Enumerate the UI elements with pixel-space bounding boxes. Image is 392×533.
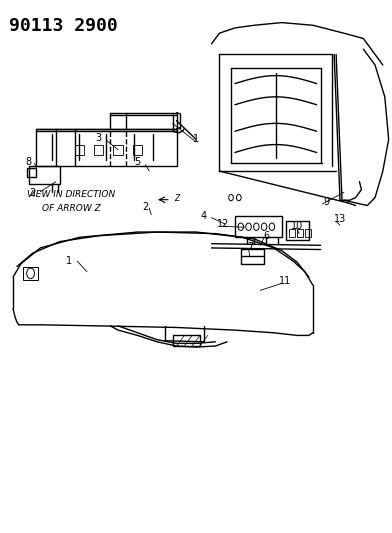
Text: 1: 1 (66, 256, 73, 266)
Text: 8: 8 (25, 157, 32, 166)
Text: VIEW IN DIRECTION: VIEW IN DIRECTION (27, 190, 116, 199)
Bar (285, 221, 309, 240)
Text: 13: 13 (334, 214, 346, 224)
Bar (29, 166, 60, 184)
Text: 90113 2900: 90113 2900 (9, 17, 118, 35)
Text: OF ARROW Z: OF ARROW Z (42, 205, 101, 213)
Bar (297, 229, 303, 237)
Text: 6: 6 (263, 231, 269, 241)
Text: 5: 5 (134, 157, 141, 167)
Text: 9: 9 (323, 197, 329, 207)
Text: 2: 2 (142, 201, 149, 212)
Text: 11: 11 (279, 276, 292, 286)
Text: 3: 3 (96, 133, 102, 143)
Bar (241, 249, 264, 264)
Text: 7: 7 (247, 242, 254, 252)
Text: 12: 12 (217, 219, 229, 229)
Bar (289, 229, 295, 237)
Text: 4: 4 (201, 211, 207, 221)
Bar (94, 144, 103, 155)
Text: 1: 1 (193, 134, 199, 144)
Bar (74, 144, 84, 155)
Bar (235, 216, 281, 237)
Bar (133, 144, 142, 155)
Bar (27, 168, 36, 177)
Bar (36, 128, 176, 166)
Text: Z: Z (174, 194, 180, 203)
Text: 10: 10 (291, 221, 303, 231)
Bar (114, 144, 123, 155)
Bar (23, 266, 38, 280)
Text: 2: 2 (29, 188, 36, 198)
Bar (305, 229, 311, 237)
Bar (172, 335, 200, 346)
